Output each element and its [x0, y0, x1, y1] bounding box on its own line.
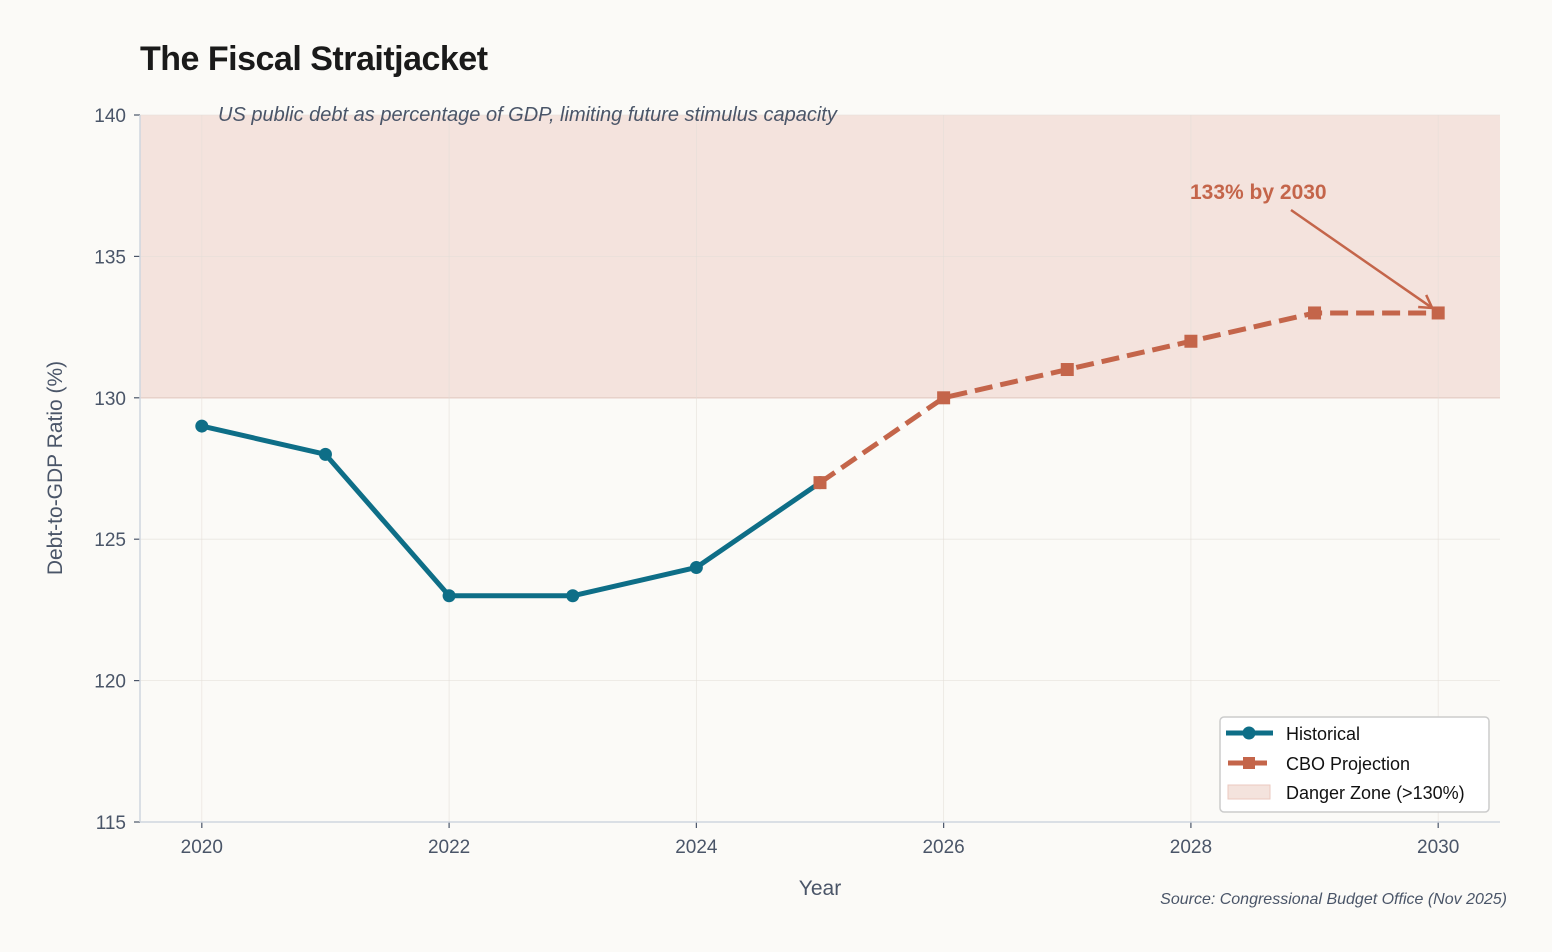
x-tick-label: 2020	[181, 837, 223, 858]
y-tick-label: 130	[94, 389, 126, 410]
legend: Historical CBO Projection Danger Zone (>…	[1219, 716, 1490, 813]
x-axis-label: Year	[799, 877, 841, 900]
legend-danger-swatch	[1227, 784, 1271, 800]
legend-projection-label: CBO Projection	[1286, 754, 1410, 774]
historical-point	[195, 419, 209, 433]
annotation-arrowhead	[1418, 294, 1435, 310]
chart-title: The Fiscal Straitjacket	[140, 40, 488, 78]
y-tick-label: 140	[94, 106, 126, 127]
annotation-label: 133% by 2030	[1190, 181, 1327, 204]
legend-projection-marker	[1243, 757, 1255, 769]
x-tick-label: 2026	[922, 837, 964, 858]
projection-point	[813, 476, 827, 490]
y-tick-label: 125	[94, 530, 126, 551]
y-axis-label: Debt-to-GDP Ratio (%)	[44, 361, 67, 575]
y-tick-label: 135	[94, 247, 126, 268]
historical-point	[689, 560, 703, 574]
x-tick-label: 2024	[675, 837, 718, 858]
projection-point	[1431, 306, 1445, 320]
annotation-arrow	[1290, 208, 1433, 309]
x-tick-label: 2028	[1170, 837, 1212, 858]
legend-historical-marker	[1242, 726, 1256, 740]
chart-subtitle: US public debt as percentage of GDP, lim…	[218, 104, 838, 126]
series-line-projection	[818, 310, 1439, 485]
legend-historical-label: Historical	[1286, 724, 1360, 744]
projection-point	[1060, 363, 1074, 377]
source-note: Source: Congressional Budget Office (Nov…	[1160, 891, 1507, 908]
y-tick-label: 120	[94, 672, 126, 693]
projection-point	[937, 391, 951, 405]
historical-point	[318, 447, 332, 461]
x-tick-label: 2022	[428, 837, 470, 858]
historical-point	[566, 589, 580, 603]
projection-point	[1308, 306, 1322, 320]
x-tick-label: 2030	[1417, 837, 1459, 858]
historical-point	[442, 589, 456, 603]
series-line-historical	[201, 423, 822, 599]
y-tick-label: 115	[96, 813, 126, 834]
legend-danger-label: Danger Zone (>130%)	[1286, 783, 1465, 803]
projection-point	[1184, 334, 1198, 348]
